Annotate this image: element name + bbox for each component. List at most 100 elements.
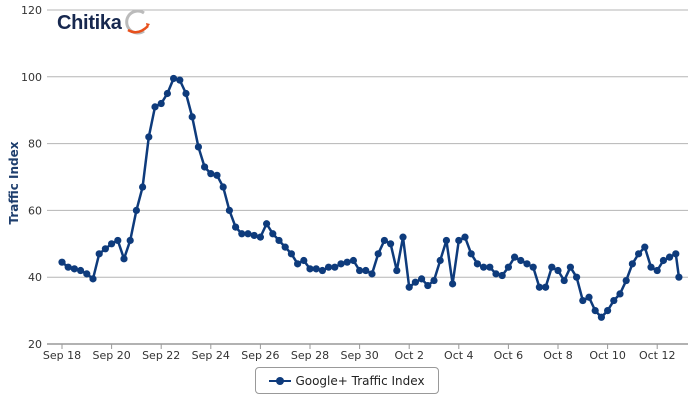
data-point[interactable] <box>548 263 556 271</box>
data-point[interactable] <box>585 293 593 301</box>
data-point[interactable] <box>672 250 680 258</box>
data-point[interactable] <box>449 280 457 288</box>
data-point[interactable] <box>641 243 649 251</box>
data-point[interactable] <box>529 263 537 271</box>
data-point[interactable] <box>58 258 66 266</box>
data-point[interactable] <box>356 266 364 275</box>
data-point[interactable] <box>374 250 382 258</box>
data-point[interactable] <box>430 276 438 285</box>
data-point[interactable] <box>256 233 264 241</box>
data-point[interactable] <box>362 266 370 275</box>
data-point[interactable] <box>380 236 388 245</box>
data-point[interactable] <box>560 276 568 285</box>
data-point[interactable] <box>170 74 178 83</box>
data-point[interactable] <box>300 256 308 265</box>
data-point[interactable] <box>163 89 171 98</box>
data-point[interactable] <box>145 133 153 141</box>
data-point[interactable] <box>411 278 419 286</box>
data-point[interactable] <box>89 275 97 283</box>
legend[interactable]: Google+ Traffic Index <box>255 367 439 394</box>
data-point[interactable] <box>139 183 147 191</box>
data-point[interactable] <box>455 236 463 245</box>
data-point[interactable] <box>132 206 140 214</box>
data-point[interactable] <box>610 296 618 305</box>
data-point[interactable] <box>393 266 401 275</box>
data-point[interactable] <box>622 276 630 285</box>
data-point[interactable] <box>194 143 202 151</box>
data-point[interactable] <box>287 250 295 258</box>
data-point[interactable] <box>424 281 432 290</box>
data-point[interactable] <box>628 260 637 268</box>
data-point[interactable] <box>635 250 643 258</box>
data-point[interactable] <box>269 230 277 238</box>
data-point[interactable] <box>492 270 500 278</box>
data-point[interactable] <box>480 263 488 271</box>
data-point[interactable] <box>597 313 606 321</box>
data-point[interactable] <box>331 263 339 271</box>
data-point[interactable] <box>442 236 450 245</box>
data-point[interactable] <box>418 275 426 283</box>
data-point[interactable] <box>405 283 413 291</box>
data-point[interactable] <box>101 245 109 253</box>
data-point[interactable] <box>604 307 612 315</box>
data-point[interactable] <box>306 265 314 273</box>
data-point[interactable] <box>201 163 209 171</box>
data-point[interactable] <box>176 76 184 84</box>
data-point[interactable] <box>473 260 481 268</box>
data-point[interactable] <box>114 236 122 245</box>
data-point[interactable] <box>579 296 587 305</box>
data-point[interactable] <box>244 230 252 238</box>
data-point[interactable] <box>275 236 283 245</box>
data-point[interactable] <box>70 265 78 273</box>
data-point[interactable] <box>566 263 575 271</box>
data-point[interactable] <box>573 273 581 281</box>
data-point[interactable] <box>387 240 395 248</box>
data-point[interactable] <box>591 307 599 315</box>
data-point[interactable] <box>225 206 233 214</box>
data-point[interactable] <box>294 260 302 268</box>
data-point[interactable] <box>108 240 116 248</box>
data-point[interactable] <box>157 99 165 108</box>
data-point[interactable] <box>467 250 475 258</box>
data-point[interactable] <box>504 263 512 271</box>
data-point[interactable] <box>461 233 469 241</box>
data-point[interactable] <box>659 256 668 265</box>
data-point[interactable] <box>151 103 159 111</box>
data-point[interactable] <box>77 266 85 275</box>
data-point[interactable] <box>219 183 227 191</box>
data-point[interactable] <box>523 260 531 268</box>
data-point[interactable] <box>498 271 506 280</box>
data-point[interactable] <box>95 250 103 258</box>
data-point[interactable] <box>238 230 246 238</box>
data-point[interactable] <box>188 113 196 121</box>
data-point[interactable] <box>554 266 562 275</box>
data-point[interactable] <box>325 263 333 271</box>
data-point[interactable] <box>436 256 444 265</box>
data-point[interactable] <box>250 231 258 240</box>
data-point[interactable] <box>263 220 271 228</box>
data-point[interactable] <box>337 260 345 268</box>
data-point[interactable] <box>653 266 661 275</box>
data-point[interactable] <box>542 283 550 291</box>
data-point[interactable] <box>535 283 544 291</box>
data-point[interactable] <box>281 243 289 251</box>
data-point[interactable] <box>510 253 519 261</box>
data-point[interactable] <box>368 270 376 278</box>
data-point[interactable] <box>213 171 221 179</box>
data-point[interactable] <box>647 263 655 271</box>
data-point[interactable] <box>232 223 240 231</box>
data-point[interactable] <box>349 256 357 265</box>
data-point[interactable] <box>83 270 91 278</box>
data-point[interactable] <box>126 236 134 245</box>
data-point[interactable] <box>675 273 683 281</box>
data-point[interactable] <box>182 89 190 98</box>
data-point[interactable] <box>312 265 320 273</box>
data-point[interactable] <box>616 290 624 298</box>
data-point[interactable] <box>486 263 494 271</box>
data-point[interactable] <box>64 263 72 271</box>
data-point[interactable] <box>120 255 128 263</box>
data-point[interactable] <box>517 256 525 265</box>
data-point[interactable] <box>318 266 326 275</box>
data-point[interactable] <box>343 258 351 266</box>
data-point[interactable] <box>399 233 407 241</box>
